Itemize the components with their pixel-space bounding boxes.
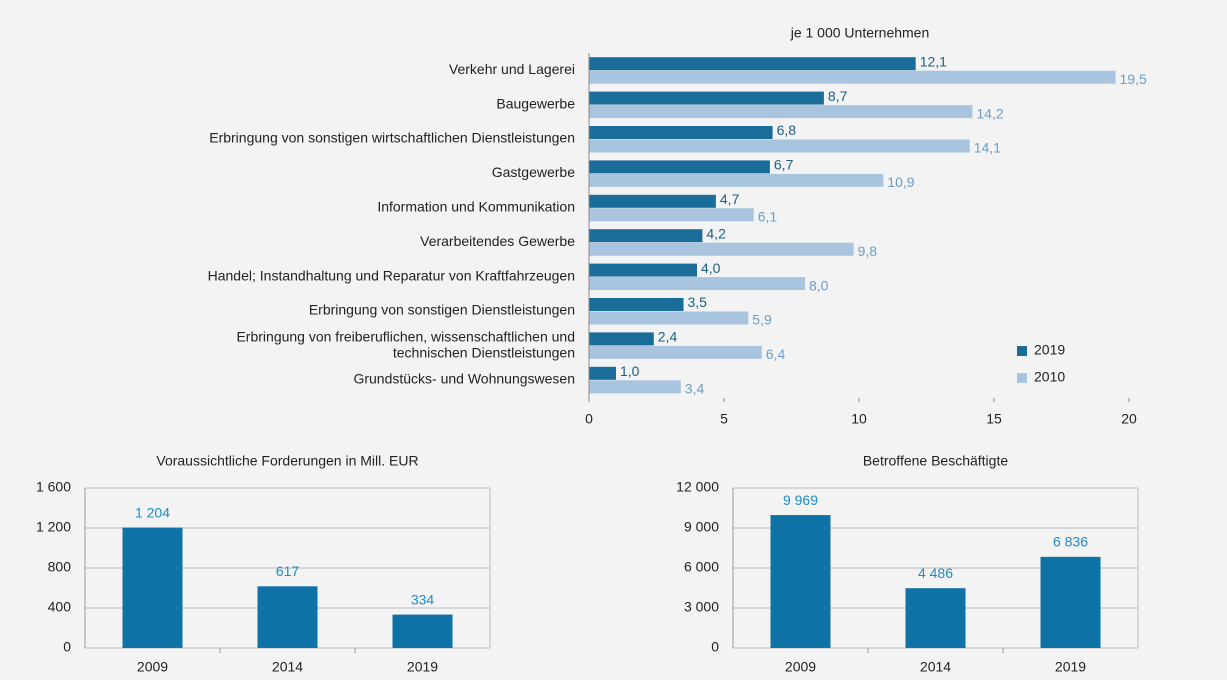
value-label: 8,7 [828,88,848,104]
value-label: 3,4 [685,381,705,397]
bar [589,57,916,71]
bar [589,160,770,174]
value-label: 2,4 [658,329,678,345]
bar [589,91,824,105]
value-label: 617 [276,563,300,579]
category-label: Handel; Instandhaltung und Reparatur von… [208,267,575,283]
category-label: Grundstücks- und Wohnungswesen [353,371,575,387]
category-label: Baugewerbe [496,95,575,111]
y-tick-label: 0 [63,639,71,655]
value-label: 19,5 [1120,71,1147,87]
y-tick-label: 0 [711,639,719,655]
bar [589,105,973,119]
value-label: 4 486 [918,565,953,581]
value-label: 6,8 [777,122,797,138]
value-label: 14,1 [974,140,1001,156]
bar [257,586,318,648]
bar [122,527,183,648]
bar [589,126,773,139]
y-tick-label: 6 000 [684,559,719,575]
bar [589,70,1116,84]
x-tick-label: 2009 [137,659,168,675]
x-tick-label: 2019 [407,659,438,675]
bar [1040,556,1101,648]
x-tick-label: 2009 [785,659,816,675]
bar [589,194,716,208]
value-label: 1 204 [135,504,170,520]
chart-title: Betroffene Beschäftigte [863,453,1008,469]
y-tick-label: 12 000 [676,479,719,495]
category-label: Erbringung von freiberuflichen, wissensc… [236,328,575,360]
value-label: 12,1 [920,53,947,69]
x-tick-label: 2014 [920,659,951,675]
bar [589,366,616,380]
value-label: 8,0 [809,277,829,293]
x-tick-label: 0 [585,411,593,427]
category-label: Erbringung von sonstigen Dienstleistunge… [309,302,575,318]
bar [589,345,762,359]
value-label: 4,7 [720,191,740,207]
x-tick-label: 20 [1121,411,1137,427]
value-label: 10,9 [887,174,914,190]
bar [392,614,453,648]
value-label: 5,9 [752,312,772,328]
x-tick-label: 10 [851,411,867,427]
y-tick-label: 800 [48,559,72,575]
y-tick-label: 1 600 [36,479,71,495]
category-label: Verarbeitendes Gewerbe [420,233,575,249]
bar [589,229,703,243]
x-tick-label: 15 [986,411,1002,427]
x-tick-label: 2019 [1055,659,1086,675]
bar [770,515,831,648]
bar [589,242,854,256]
value-label: 6,4 [766,346,786,362]
value-label: 9 969 [783,492,818,508]
y-tick-label: 400 [48,599,72,615]
x-tick-label: 2014 [272,659,303,675]
x-tick-label: 5 [720,411,728,427]
bar [589,263,697,277]
category-label: Erbringung von sonstigen wirtschaftliche… [209,130,575,146]
legend-label: 2010 [1034,369,1065,385]
bar [589,277,805,291]
bar [589,332,654,346]
category-label: Verkehr und Lagerei [449,61,575,77]
y-tick-label: 1 200 [36,519,71,535]
bar [589,173,884,187]
legend-swatch [1017,373,1027,383]
value-label: 6,7 [774,157,794,173]
bar [589,298,684,311]
bar [589,311,749,325]
value-label: 9,8 [858,243,878,259]
legend-swatch [1017,346,1027,356]
chart-title: je 1 000 Unternehmen [790,25,930,41]
bar [589,139,970,153]
chart-title: Voraussichtliche Forderungen in Mill. EU… [156,453,418,469]
value-label: 334 [411,591,435,607]
bar [589,380,681,394]
bar [905,588,966,648]
category-label: Gastgewerbe [492,164,575,180]
value-label: 4,2 [706,225,726,241]
bar [589,208,754,222]
y-tick-label: 9 000 [684,519,719,535]
value-label: 3,5 [688,294,708,310]
value-label: 6,1 [758,209,778,225]
legend-label: 2019 [1034,342,1065,358]
value-label: 1,0 [620,363,640,379]
value-label: 14,2 [976,105,1003,121]
category-label: Information und Kommunikation [377,199,575,215]
value-label: 4,0 [701,260,721,276]
value-label: 6 836 [1053,534,1088,550]
y-tick-label: 3 000 [684,599,719,615]
